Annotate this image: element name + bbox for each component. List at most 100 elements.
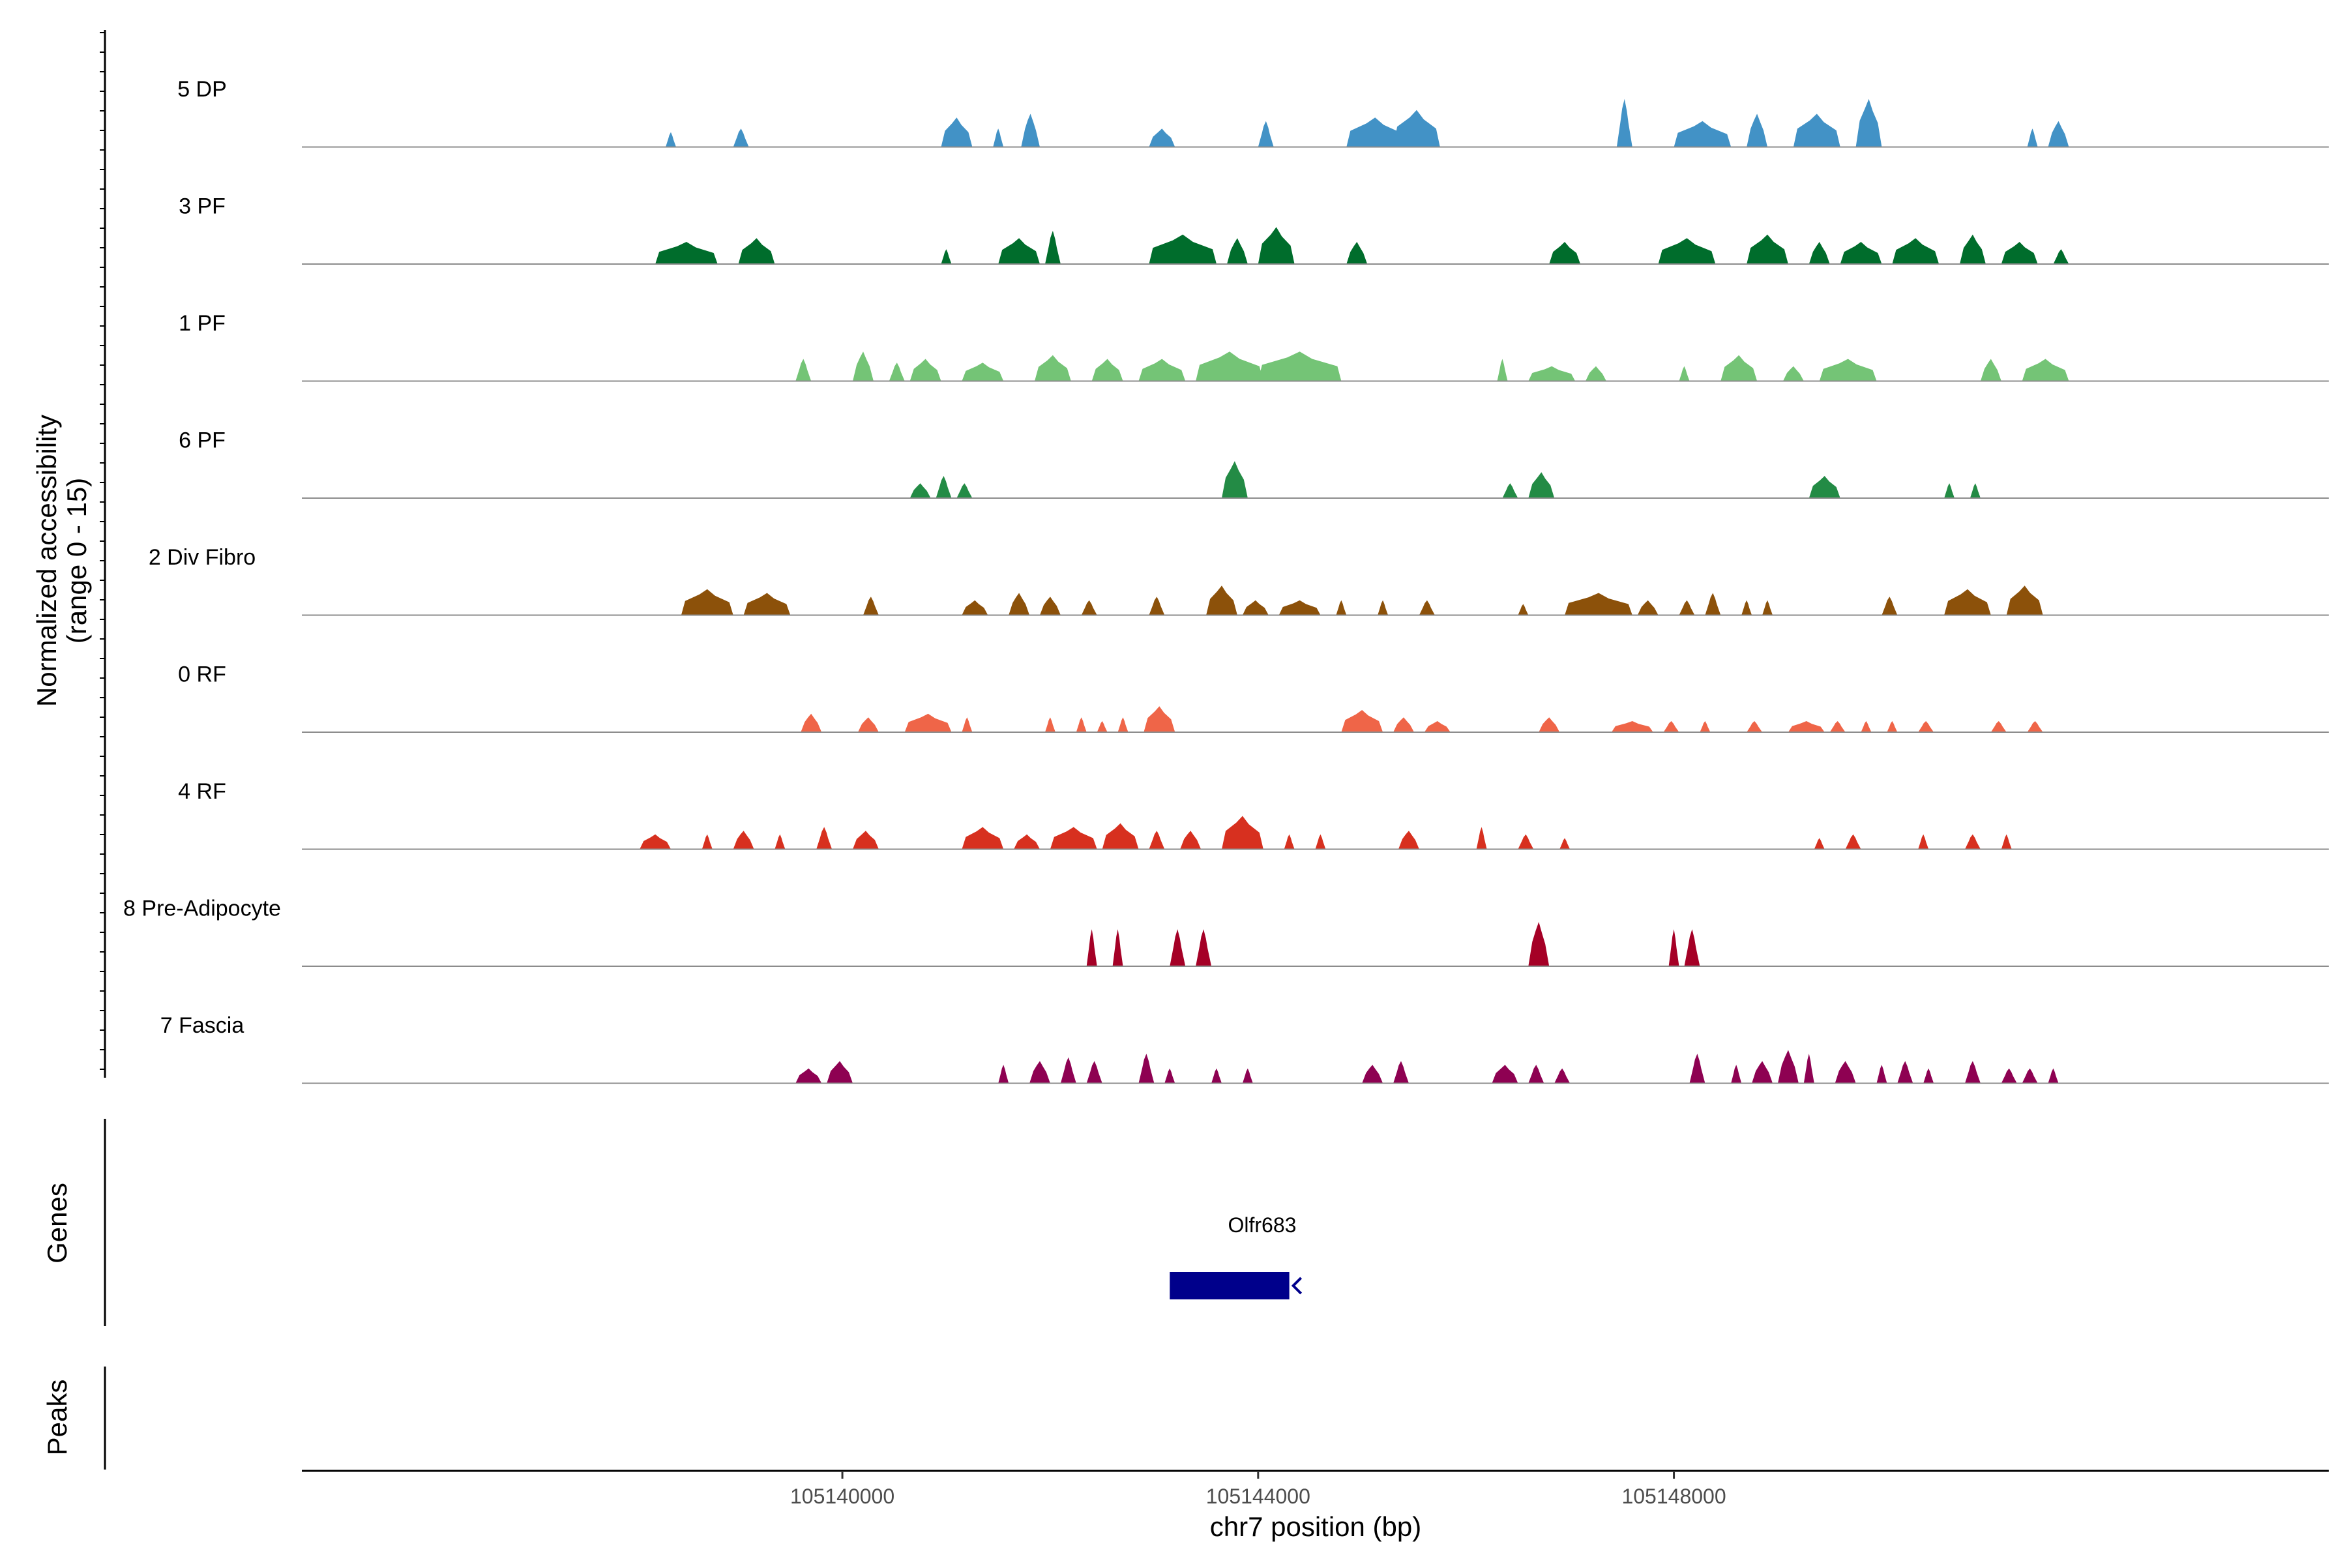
coverage-peak bbox=[1497, 359, 1508, 381]
coverage-peak bbox=[909, 483, 931, 498]
coverage-peak bbox=[1752, 1061, 1773, 1084]
coverage-peak bbox=[1970, 483, 1981, 498]
coverage-peak bbox=[1149, 831, 1165, 850]
track-label: 3 PF bbox=[179, 194, 226, 219]
coverage-peak bbox=[681, 589, 733, 615]
coverage-peak bbox=[1258, 351, 1342, 381]
coverage-peak bbox=[1045, 717, 1055, 732]
coverage-peak bbox=[1876, 1065, 1887, 1084]
coverage-peak bbox=[962, 827, 1004, 850]
coverage-peak bbox=[2022, 1068, 2038, 1084]
coverage-peak bbox=[1476, 827, 1487, 850]
coverage-peak bbox=[1138, 1054, 1155, 1084]
coverage-peak bbox=[1965, 834, 1981, 850]
coverage-peak bbox=[1518, 834, 1534, 850]
coverage-peak bbox=[1679, 600, 1695, 615]
coverage-peak bbox=[1086, 929, 1097, 966]
y-minor-ticks bbox=[100, 32, 105, 1070]
coverage-peak bbox=[2001, 242, 2038, 264]
coverage-peak bbox=[1315, 834, 1326, 850]
coverage-peak bbox=[909, 359, 941, 381]
coverage-peak bbox=[858, 717, 879, 732]
coverage-peak bbox=[1554, 1068, 1571, 1084]
coverage-peak bbox=[666, 132, 676, 147]
coverage-peak bbox=[1887, 721, 1898, 732]
coverage-peak bbox=[904, 713, 952, 732]
coverage-peak bbox=[1149, 128, 1175, 147]
coverage-peak bbox=[1014, 834, 1040, 850]
coverage-peak bbox=[2022, 359, 2069, 381]
coverage-peak bbox=[1855, 98, 1882, 147]
coverage-peak bbox=[1035, 355, 1071, 381]
coverage-peak bbox=[1793, 113, 1840, 147]
coverage-peak bbox=[1803, 1054, 1814, 1084]
coverage-peak bbox=[1164, 1068, 1175, 1084]
coverage-peak bbox=[1227, 238, 1248, 264]
coverage-peak bbox=[1029, 1061, 1050, 1084]
coverage-peak bbox=[863, 597, 879, 615]
coverage-peak bbox=[1091, 359, 1123, 381]
coverage-peak bbox=[1045, 231, 1061, 264]
coverage-peak bbox=[941, 249, 952, 264]
coverage-peak bbox=[1341, 710, 1383, 732]
coverage-peak bbox=[1840, 242, 1882, 264]
coverage-peak bbox=[1778, 1050, 1799, 1084]
coverage-peak bbox=[1835, 1061, 1856, 1084]
coverage-peak bbox=[1393, 110, 1440, 147]
coverage-peak bbox=[1242, 600, 1269, 615]
coverage-peak bbox=[1284, 834, 1295, 850]
coverage-peak bbox=[1731, 1065, 1742, 1084]
coverage-peak bbox=[738, 238, 775, 264]
coverage-peak bbox=[889, 362, 905, 381]
coverage-peak bbox=[1720, 355, 1758, 381]
coverage-peak bbox=[941, 117, 973, 147]
coverage-peak bbox=[962, 600, 988, 615]
coverage-peak bbox=[1700, 721, 1711, 732]
coverage-peak bbox=[1747, 721, 1763, 732]
coverage-peak bbox=[1258, 227, 1295, 264]
coverage-peak bbox=[1009, 593, 1030, 615]
coverage-peak bbox=[1393, 717, 1414, 732]
track-label: 4 RF bbox=[178, 779, 226, 804]
coverage-peak bbox=[2001, 1068, 2017, 1084]
coverage-peak bbox=[1117, 717, 1129, 732]
coverage-peak bbox=[1336, 600, 1347, 615]
x-axis-title: chr7 position (bp) bbox=[1210, 1511, 1422, 1542]
coverage-peak bbox=[956, 483, 973, 498]
track-label: 0 RF bbox=[178, 662, 226, 687]
coverage-peak bbox=[2027, 128, 2038, 147]
coverage-peak bbox=[1918, 834, 1929, 850]
coverage-peak bbox=[2048, 1068, 2059, 1084]
coverage-peak bbox=[1944, 589, 1991, 615]
coverage-peak bbox=[1965, 1061, 1981, 1084]
genes-panel-title: Genes bbox=[42, 1183, 72, 1264]
coverage-peak bbox=[1944, 483, 1955, 498]
coverage-peak bbox=[962, 717, 973, 732]
coverage-peak bbox=[2006, 585, 2043, 615]
coverage-peak bbox=[1637, 600, 1659, 615]
coverage-peak bbox=[962, 362, 1004, 381]
coverage-peak bbox=[1196, 929, 1212, 966]
coverage-peak bbox=[1050, 827, 1097, 850]
coverage-peak bbox=[795, 1068, 822, 1084]
coverage-peak bbox=[1788, 721, 1825, 732]
coverage-peak bbox=[1097, 721, 1108, 732]
track-3-pf: 3 PF bbox=[179, 194, 2329, 265]
coverage-peak bbox=[1206, 585, 1237, 615]
coverage-peak bbox=[1278, 600, 1321, 615]
coverage-peak bbox=[1211, 1068, 1222, 1084]
coverage-peak bbox=[1021, 113, 1040, 147]
coverage-peak bbox=[1783, 366, 1804, 381]
track-5-dp: 5 DP bbox=[177, 77, 2329, 148]
coverage-peak bbox=[1528, 1065, 1544, 1084]
coverage-peak bbox=[1819, 359, 1877, 381]
coverage-peak bbox=[1492, 1065, 1518, 1084]
coverage-peak bbox=[1705, 593, 1721, 615]
coverage-peak bbox=[1528, 366, 1576, 381]
coverage-peak bbox=[1747, 234, 1788, 264]
coverage-peak bbox=[936, 476, 952, 498]
x-tick-label: 105148000 bbox=[1621, 1485, 1726, 1508]
coverage-peak bbox=[2001, 834, 2012, 850]
coverage-peak bbox=[1112, 929, 1123, 966]
